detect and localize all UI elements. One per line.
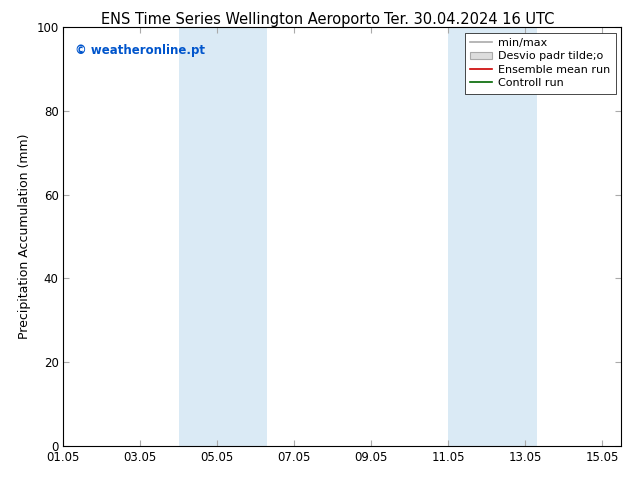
Text: ENS Time Series Wellington Aeroporto: ENS Time Series Wellington Aeroporto	[101, 12, 380, 27]
Y-axis label: Precipitation Accumulation (mm): Precipitation Accumulation (mm)	[18, 134, 30, 339]
Legend: min/max, Desvio padr tilde;o, Ensemble mean run, Controll run: min/max, Desvio padr tilde;o, Ensemble m…	[465, 32, 616, 94]
Bar	[179, 27, 268, 446]
Text: Ter. 30.04.2024 16 UTC: Ter. 30.04.2024 16 UTC	[384, 12, 554, 27]
Bar	[448, 27, 536, 446]
Text: © weatheronline.pt: © weatheronline.pt	[75, 44, 205, 57]
